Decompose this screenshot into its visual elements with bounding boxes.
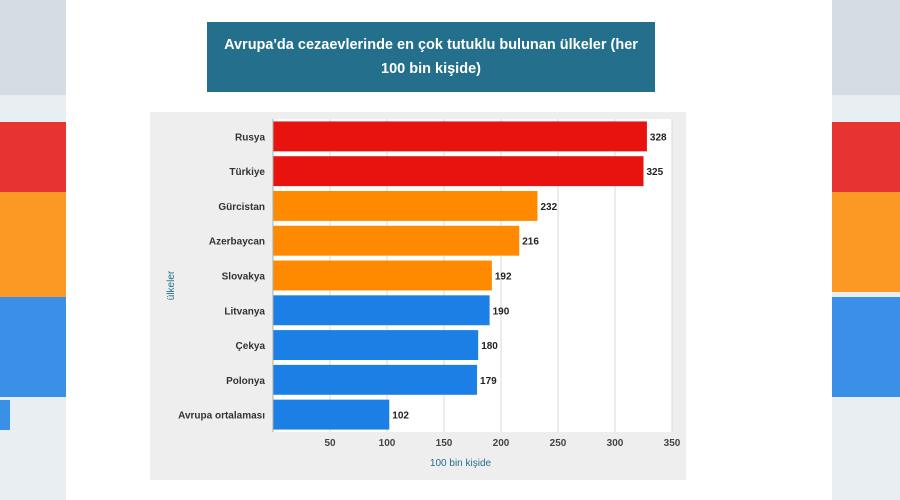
left-background-strip: [0, 0, 66, 500]
bar-2: [273, 190, 538, 221]
category-label: Polonya: [226, 376, 265, 387]
category-label: Avrupa ortalaması: [178, 411, 265, 422]
chart-title-text: Avrupa'da cezaevlerinde en çok tutuklu b…: [224, 37, 638, 77]
x-tick-label: 300: [607, 438, 624, 449]
chart-title: Avrupa'da cezaevlerinde en çok tutuklu b…: [207, 22, 655, 92]
x-tick-label: 100: [379, 438, 396, 449]
bar-8: [273, 399, 390, 430]
bar-chart: Rusya 328 Türkiye 325 Gürcistan 232 Azerbaycan…: [166, 119, 681, 469]
category-label: Rusya: [235, 132, 265, 143]
data-label: 232: [540, 202, 557, 213]
category-label: Çekya: [236, 341, 266, 352]
data-label: 328: [650, 132, 667, 143]
data-label: 325: [647, 167, 664, 178]
data-label: 180: [481, 341, 498, 352]
x-axis-title: 100 bin kişide: [430, 458, 492, 469]
bar-4: [273, 260, 492, 291]
bar-6: [273, 330, 479, 361]
right-background-strip: [832, 0, 900, 500]
data-label: 179: [480, 376, 497, 387]
bar-1: [273, 156, 644, 187]
bar-5: [273, 295, 490, 326]
data-label: 102: [392, 411, 409, 422]
data-label: 190: [493, 306, 510, 317]
data-label: 192: [495, 272, 512, 283]
x-tick-label: 150: [436, 438, 453, 449]
x-tick-label: 250: [550, 438, 567, 449]
category-label: Litvanya: [224, 306, 265, 317]
bar-7: [273, 364, 478, 395]
x-tick-label: 200: [493, 438, 510, 449]
category-label: Azerbaycan: [209, 237, 265, 248]
bar-0: [273, 121, 647, 152]
category-label: Gürcistan: [218, 202, 265, 213]
category-label: Slovakya: [222, 272, 266, 283]
data-label: 216: [522, 237, 539, 248]
chart-panel: Rusya 328 Türkiye 325 Gürcistan 232 Azerbaycan…: [150, 112, 686, 480]
x-tick-label: 350: [664, 438, 681, 449]
bar-3: [273, 225, 520, 256]
category-label: Türkiye: [229, 167, 265, 178]
y-axis-title: ülkeler: [166, 270, 177, 300]
x-tick-label: 50: [324, 438, 336, 449]
